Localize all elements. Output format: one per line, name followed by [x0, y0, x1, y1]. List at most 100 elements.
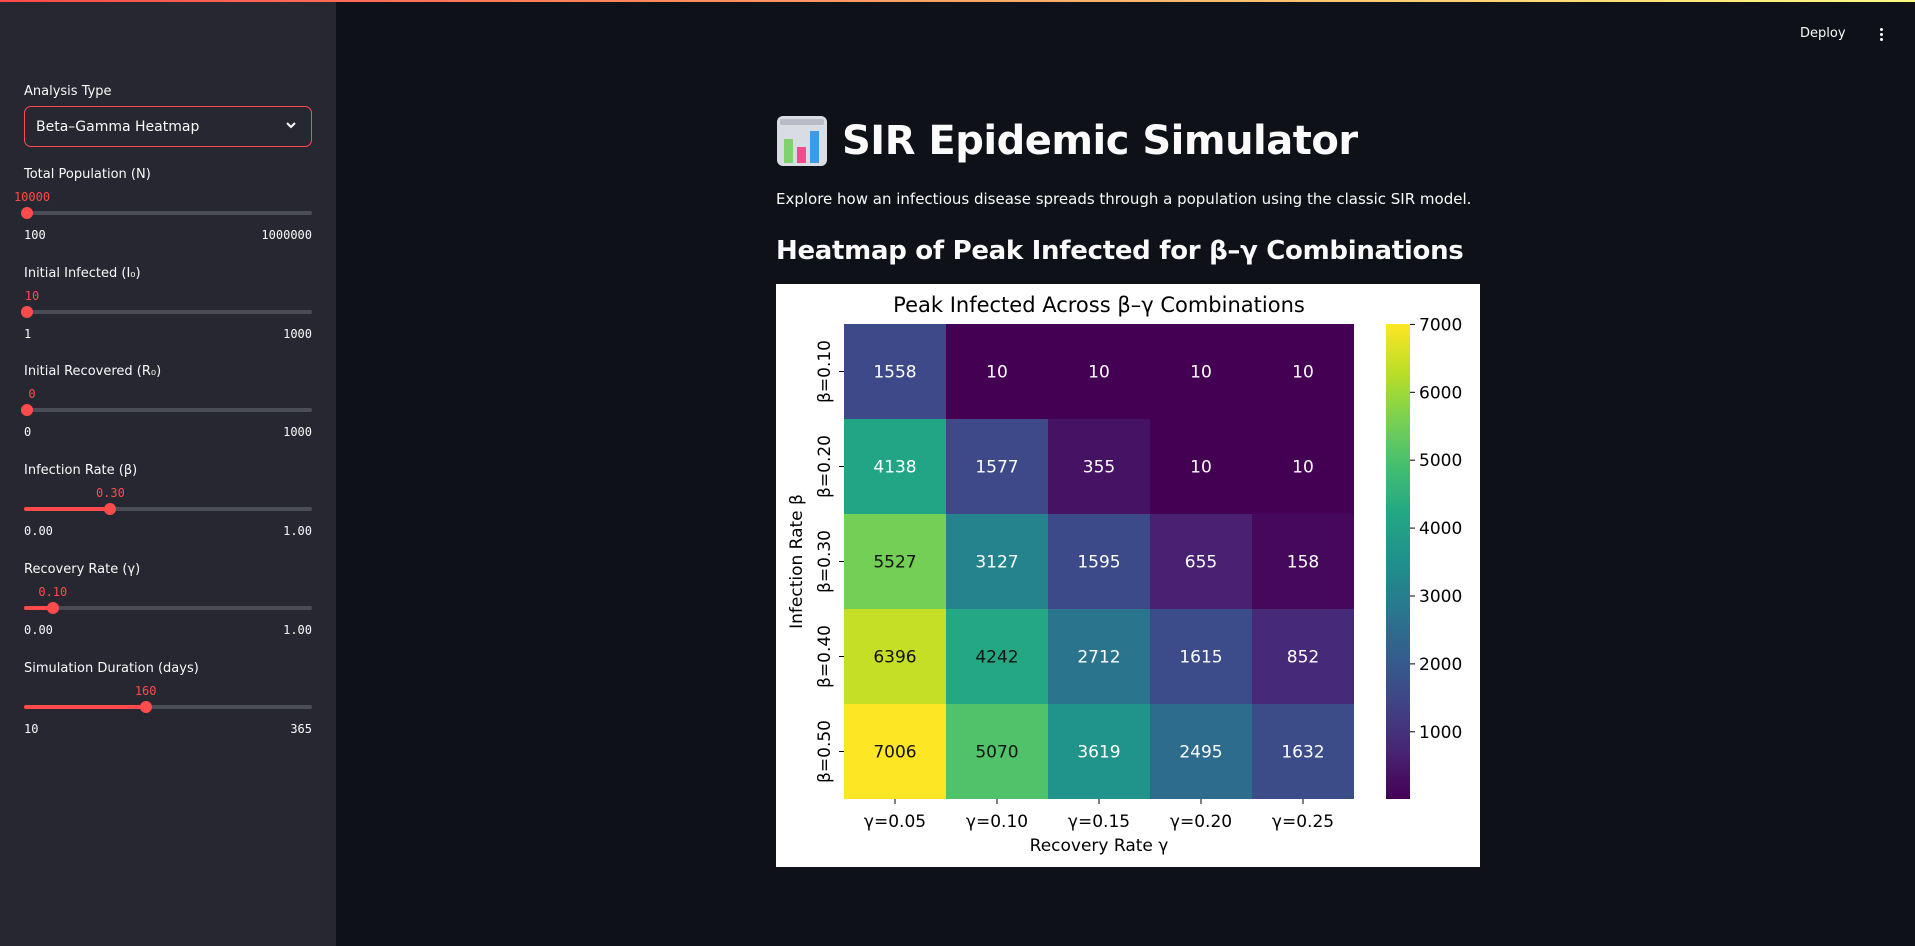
heatmap-cell-label: 10 [1292, 458, 1314, 478]
heatmap-cell-label: 10 [1088, 363, 1110, 383]
heatmap-cell [1150, 419, 1252, 514]
heatmap-cell-label: 2712 [1077, 648, 1120, 668]
slider-track[interactable] [24, 705, 312, 709]
slider-max-label: 1.00 [283, 524, 312, 538]
heatmap-cell-label: 3127 [975, 553, 1018, 573]
y-tick-label: β=0.50 [815, 720, 835, 783]
slider-track[interactable] [24, 507, 312, 511]
colorbar-tick-label: 6000 [1419, 383, 1462, 403]
top-decoration-bar [0, 0, 1915, 2]
analysis-type-selected-value: Beta–Gamma Heatmap [36, 118, 200, 135]
y-axis-label: Infection Rate β [787, 494, 807, 629]
heatmap-cell-label: 1577 [975, 458, 1018, 478]
slider-track[interactable] [24, 211, 312, 215]
heatmap-cell [1150, 324, 1252, 419]
slider[interactable]: 0.30 0.00 1.00 [24, 486, 312, 546]
heatmap-cell-label: 4138 [873, 458, 916, 478]
slider[interactable]: 0.10 0.00 1.00 [24, 585, 312, 645]
slider-thumb[interactable] [21, 404, 33, 416]
x-tick-label: γ=0.25 [1272, 812, 1334, 832]
heatmap-figure: Peak Infected Across β–γ Combinations 155… [776, 284, 1480, 867]
heatmap-cell-label: 1615 [1179, 648, 1222, 668]
slider-thumb[interactable] [104, 503, 117, 515]
heatmap-cell-label: 655 [1185, 553, 1217, 573]
colorbar-tick-label: 4000 [1419, 519, 1462, 539]
slider[interactable]: 10000 100 1000000 [14, 190, 312, 250]
analysis-type-select[interactable]: Beta–Gamma Heatmap [24, 106, 312, 147]
slider-thumb[interactable] [139, 701, 152, 713]
heatmap-cell [946, 514, 1048, 609]
y-tick-label: β=0.10 [815, 340, 835, 403]
slider-label: Recovery Rate (γ) [24, 562, 141, 577]
slider-min-label: 0.00 [24, 623, 53, 637]
slider-thumb[interactable] [21, 207, 33, 219]
slider-min-label: 1 [24, 327, 32, 341]
slider-max-label: 1000000 [261, 228, 312, 242]
heatmap-cell-label: 7006 [873, 743, 916, 763]
slider-track[interactable] [24, 606, 312, 610]
heatmap-cell [1048, 514, 1150, 609]
x-axis-label: Recovery Rate γ [1030, 836, 1169, 856]
heatmap-cell [1150, 609, 1252, 704]
slider-value: 10 [24, 289, 40, 303]
heatmap-cell [946, 419, 1048, 514]
y-tick-label: β=0.30 [815, 530, 835, 593]
slider-label: Initial Infected (I₀) [24, 266, 141, 281]
slider-min-label: 0 [24, 425, 32, 439]
slider-min-label: 100 [24, 228, 46, 242]
slider-value: 10000 [13, 190, 51, 204]
heatmap-cell [1048, 704, 1150, 799]
slider-fill [24, 606, 53, 610]
heatmap-cell [1252, 324, 1354, 419]
heatmap-cell [1048, 419, 1150, 514]
heatmap-cell [1048, 609, 1150, 704]
heatmap-cell [1150, 514, 1252, 609]
bar-chart-icon [777, 116, 827, 166]
slider-max-label: 365 [290, 722, 312, 736]
heatmap-cell [946, 324, 1048, 419]
slider-value: 0.30 [95, 486, 125, 500]
slider-value: 160 [134, 684, 157, 698]
heatmap-cell-label: 852 [1287, 648, 1319, 668]
slider[interactable]: 160 10 365 [24, 684, 312, 744]
heatmap-cell-label: 5070 [975, 743, 1018, 763]
slider-label: Infection Rate (β) [24, 463, 138, 478]
x-tick-label: γ=0.10 [966, 812, 1028, 832]
x-tick-label: γ=0.20 [1170, 812, 1232, 832]
slider-track[interactable] [24, 408, 312, 412]
sidebar: Analysis Type Beta–Gamma Heatmap Total P… [0, 2, 336, 946]
heatmap-cell-label: 10 [1190, 363, 1212, 383]
heatmap-cell-label: 1632 [1281, 743, 1324, 763]
chevron-down-icon [286, 122, 296, 129]
heatmap-cell-label: 6396 [873, 648, 916, 668]
colorbar-tick-label: 7000 [1419, 315, 1462, 335]
heatmap-cell [1252, 514, 1354, 609]
x-tick-label: γ=0.15 [1068, 812, 1130, 832]
colorbar-tick-label: 3000 [1419, 587, 1462, 607]
slider[interactable]: 10 1 1000 [21, 289, 312, 349]
deploy-button[interactable]: Deploy [1800, 26, 1846, 41]
heatmap-cell-label: 158 [1287, 553, 1319, 573]
x-tick-label: γ=0.05 [864, 812, 926, 832]
heatmap-cell [1252, 609, 1354, 704]
heatmap-cell [1048, 324, 1150, 419]
slider-thumb[interactable] [46, 602, 59, 614]
main-menu-icon[interactable] [1875, 26, 1887, 46]
slider-max-label: 1.00 [283, 623, 312, 637]
heatmap-cell [844, 419, 946, 514]
slider-track[interactable] [24, 310, 312, 314]
slider-thumb[interactable] [21, 306, 33, 318]
slider[interactable]: 0 0 1000 [21, 387, 312, 447]
heatmap-cell [946, 609, 1048, 704]
heatmap-cell-label: 10 [1292, 363, 1314, 383]
y-tick-label: β=0.20 [815, 435, 835, 498]
y-tick-label: β=0.40 [815, 625, 835, 688]
heatmap-cell [1252, 419, 1354, 514]
slider-fill [24, 507, 111, 511]
heatmap-cell-label: 3619 [1077, 743, 1120, 763]
heatmap-cell-label: 5527 [873, 553, 916, 573]
heatmap-cell-label: 2495 [1179, 743, 1222, 763]
slider-min-label: 0.00 [24, 524, 53, 538]
colorbar-tick-label: 5000 [1419, 451, 1462, 471]
page-title: SIR Epidemic Simulator [842, 118, 1358, 164]
